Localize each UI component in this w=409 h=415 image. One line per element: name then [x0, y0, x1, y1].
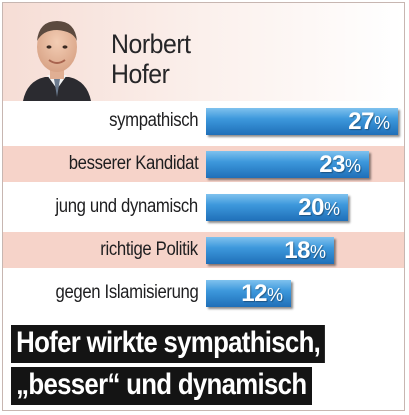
value-label: 18%: [284, 237, 326, 264]
value-label: 12%: [241, 280, 283, 307]
infographic-frame: Norbert Hofer sympathisch 27% besserer Kan…: [2, 2, 405, 411]
bar-chart: sympathisch 27% besserer Kandidat 23% jung u…: [3, 103, 404, 320]
bar: 18%: [206, 237, 334, 264]
person-last-name: Hofer: [111, 59, 170, 89]
bar-row: richtige Politik 18%: [3, 232, 404, 268]
bar-row: gegen Islamisierung 12%: [3, 275, 404, 311]
value-label: 27%: [348, 108, 390, 135]
bar-row: besserer Kandidat 23%: [3, 146, 404, 182]
category-label: richtige Politik: [100, 239, 198, 260]
value-label: 20%: [298, 194, 340, 221]
bar-row: sympathisch 27%: [3, 103, 404, 139]
person-portrait: [23, 21, 91, 101]
bar: 12%: [206, 280, 291, 307]
person-first-name: Norbert: [111, 29, 191, 59]
bar: 27%: [206, 108, 398, 135]
category-label: jung und dynamisch: [55, 196, 199, 217]
category-label: besserer Kandidat: [68, 153, 198, 174]
bar: 20%: [206, 194, 348, 221]
bar: 23%: [206, 151, 369, 178]
person-name: Norbert Hofer: [111, 29, 191, 89]
category-label: sympathisch: [108, 110, 198, 131]
bar-row: jung und dynamisch 20%: [3, 189, 404, 225]
headline-line-2: „besser“ und dynamisch: [11, 367, 312, 405]
category-label: gegen Islamisierung: [55, 282, 198, 303]
header: Norbert Hofer: [3, 3, 404, 101]
headline-line-1: Hofer wirkte sympathisch,: [11, 325, 326, 363]
value-label: 23%: [319, 151, 361, 178]
